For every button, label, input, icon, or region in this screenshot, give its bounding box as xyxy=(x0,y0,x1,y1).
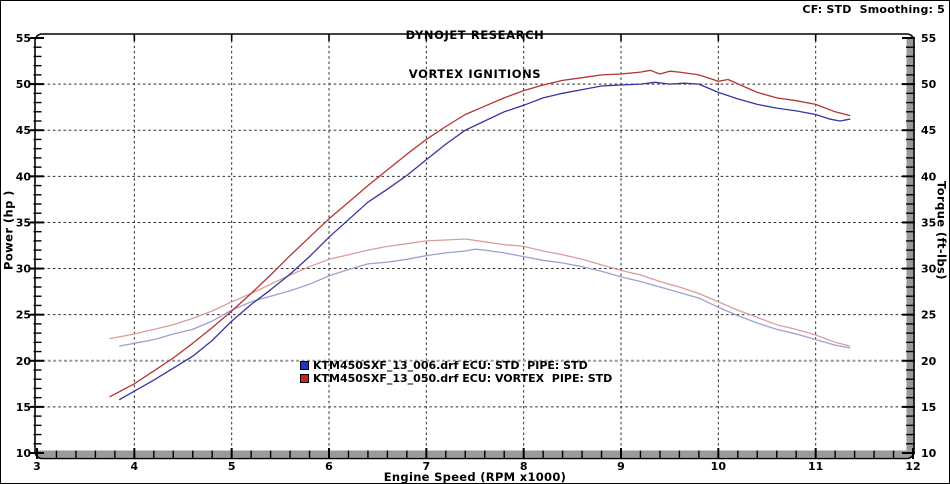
data-curves xyxy=(109,69,851,401)
svg-text:7: 7 xyxy=(423,460,431,473)
chart-title: DYNOJET RESEARCH VORTEX IGNITIONS xyxy=(1,3,949,107)
svg-text:25: 25 xyxy=(921,309,936,322)
legend-label-vortex: KTM450SXF_13_050.drf ECU: VORTEX PIPE: S… xyxy=(313,372,613,385)
curve-torque-vortex xyxy=(109,238,851,347)
svg-text:50: 50 xyxy=(16,78,32,91)
correction-smoothing-settings: CF: STD Smoothing: 5 xyxy=(802,3,945,16)
svg-text:40: 40 xyxy=(16,170,32,183)
curve-power-vortex xyxy=(109,69,851,398)
legend-item-vortex: KTM450SXF_13_050.drf ECU: VORTEX PIPE: S… xyxy=(300,372,612,385)
svg-text:55: 55 xyxy=(16,32,31,45)
svg-text:45: 45 xyxy=(16,124,31,137)
curve-torque-std xyxy=(119,248,851,349)
chart-title-line2: VORTEX IGNITIONS xyxy=(408,67,542,81)
legend-swatch-red xyxy=(300,374,309,383)
svg-text:20: 20 xyxy=(16,355,32,368)
rpm-axis-label: Engine Speed (RPM x1000) xyxy=(383,470,567,484)
svg-text:10: 10 xyxy=(921,447,937,460)
chart-title-line1: DYNOJET RESEARCH xyxy=(405,28,545,42)
legend: KTM450SXF_13_006.drf ECU: STD PIPE: STD … xyxy=(300,359,612,385)
svg-text:35: 35 xyxy=(921,216,936,229)
svg-text:25: 25 xyxy=(16,309,31,322)
svg-text:5: 5 xyxy=(228,460,236,473)
svg-text:10: 10 xyxy=(711,460,727,473)
svg-text:50: 50 xyxy=(921,78,937,91)
svg-text:10: 10 xyxy=(16,447,32,460)
axis-ticks xyxy=(30,34,915,459)
svg-text:30: 30 xyxy=(16,263,32,276)
svg-text:35: 35 xyxy=(16,216,31,229)
torque-axis-label: Torque (ft-lbs) xyxy=(934,180,949,280)
svg-text:45: 45 xyxy=(921,124,936,137)
svg-text:55: 55 xyxy=(921,32,936,45)
svg-text:30: 30 xyxy=(921,263,937,276)
gridlines xyxy=(37,35,906,450)
svg-text:9: 9 xyxy=(617,460,625,473)
curve-power-std xyxy=(119,81,851,401)
svg-text:15: 15 xyxy=(16,401,31,414)
svg-text:15: 15 xyxy=(921,401,936,414)
svg-text:8: 8 xyxy=(520,460,528,473)
svg-text:4: 4 xyxy=(131,460,139,473)
svg-text:11: 11 xyxy=(808,460,823,473)
svg-text:12: 12 xyxy=(905,460,920,473)
svg-text:3: 3 xyxy=(33,460,41,473)
svg-text:20: 20 xyxy=(921,355,937,368)
legend-item-std: KTM450SXF_13_006.drf ECU: STD PIPE: STD xyxy=(300,359,612,372)
legend-swatch-blue xyxy=(300,361,309,370)
svg-text:6: 6 xyxy=(325,460,333,473)
svg-text:40: 40 xyxy=(921,170,937,183)
power-axis-label: Power (hp ) xyxy=(1,190,16,270)
legend-label-std: KTM450SXF_13_006.drf ECU: STD PIPE: STD xyxy=(313,359,588,372)
plot-frame xyxy=(34,33,915,460)
